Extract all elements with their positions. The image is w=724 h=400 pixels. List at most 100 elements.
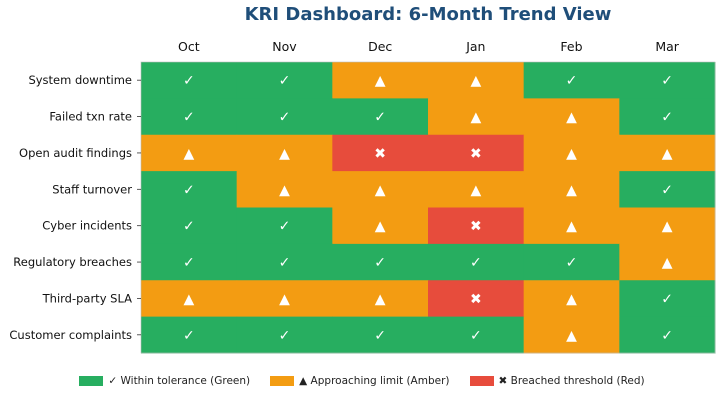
cell-status-mark: ✓ xyxy=(183,110,195,126)
month-label: Jan xyxy=(465,39,485,54)
heatmap-cell xyxy=(141,62,238,99)
cell-status-mark: ✓ xyxy=(661,73,673,89)
heatmap-cell xyxy=(141,316,238,354)
cell-status-mark: ✓ xyxy=(374,328,386,344)
cell-status-mark: ▲ xyxy=(375,73,386,89)
heatmap-cell xyxy=(141,98,238,136)
legend-label: ✖ Breached threshold (Red) xyxy=(498,375,645,387)
cell-status-mark: ✓ xyxy=(183,255,195,271)
heatmap-cell xyxy=(236,134,333,172)
cell-status-mark: ✖ xyxy=(374,146,386,162)
cell-status-mark: ▲ xyxy=(375,182,386,198)
heatmap-cell xyxy=(332,134,429,172)
heatmap-cell xyxy=(236,316,333,354)
heatmap-cell xyxy=(141,171,238,208)
cell-status-mark: ✓ xyxy=(566,73,578,89)
legend-item: ✓ Within tolerance (Green) xyxy=(79,375,250,387)
cell-status-mark: ▲ xyxy=(470,73,481,89)
cell-status-mark: ✓ xyxy=(183,73,195,89)
cell-status-mark: ✓ xyxy=(566,255,578,271)
heatmap-cell xyxy=(428,243,525,281)
legend-swatch xyxy=(469,376,494,386)
row-label: Customer complaints xyxy=(9,328,132,342)
heatmap-cell xyxy=(332,243,429,281)
legend-label: ▲ Approaching limit (Amber) xyxy=(299,375,450,387)
cell-status-mark: ▲ xyxy=(183,146,194,162)
heatmap-cell xyxy=(619,280,716,318)
row-label: Open audit findings xyxy=(19,146,132,160)
month-label: Feb xyxy=(560,39,582,54)
cell-status-mark: ▲ xyxy=(375,291,386,307)
cell-status-mark: ✓ xyxy=(470,328,482,344)
heatmap-cell xyxy=(619,171,716,208)
heatmap-cell xyxy=(141,207,238,245)
row-label: Third-party SLA xyxy=(42,291,132,305)
heatmap-cell xyxy=(332,62,429,99)
heatmap-cell xyxy=(332,171,429,208)
heatmap-cell xyxy=(523,316,620,354)
cell-status-mark: ▲ xyxy=(662,219,673,235)
row-label: Failed txn rate xyxy=(49,110,132,124)
cell-status-mark: ▲ xyxy=(279,146,290,162)
plot-frame xyxy=(140,61,716,354)
cell-status-mark: ▲ xyxy=(375,219,386,235)
row-label: Cyber incidents xyxy=(42,219,132,233)
cell-status-mark: ▲ xyxy=(566,182,577,198)
heatmap-cell xyxy=(428,134,525,172)
heatmap-cell xyxy=(236,62,333,99)
heatmap-cell xyxy=(523,98,620,136)
heatmap-cell xyxy=(428,62,525,99)
cell-status-mark: ✓ xyxy=(279,255,291,271)
cell-status-mark: ▲ xyxy=(566,146,577,162)
kri-heatmap: ✓ ✓ ▲ ▲ ✓ ✓ ✓ ✓ ✓ ▲ ▲ ✓ ▲ ▲ ✖ ✖ ▲ ▲ ✓ ▲ ▲ ▲ ▲ ✓ ✓ ✓ ▲ ✖ ▲ ▲ ✓ ✓ ✓ ✓ ✓ ▲ ▲ ▲ ▲ ✖… xyxy=(9,39,716,354)
heatmap-cell xyxy=(332,98,429,136)
heatmap-cell xyxy=(619,207,716,245)
cell-status-mark: ✓ xyxy=(279,110,291,126)
heatmap-cell xyxy=(523,243,620,281)
heatmap-cell xyxy=(619,62,716,99)
cell-status-mark: ▲ xyxy=(566,291,577,307)
heatmap-cell xyxy=(236,171,333,208)
month-label: Dec xyxy=(368,39,392,54)
cell-status-mark: ▲ xyxy=(566,219,577,235)
cell-status-mark: ✖ xyxy=(470,219,482,235)
heatmap-cell xyxy=(332,280,429,318)
heatmap-cell xyxy=(523,134,620,172)
cell-status-mark: ✖ xyxy=(470,291,482,307)
cell-status-mark: ✓ xyxy=(374,255,386,271)
heatmap-cell xyxy=(332,316,429,354)
cell-status-mark: ✓ xyxy=(661,110,673,126)
row-label: Staff turnover xyxy=(52,182,132,196)
cell-status-mark: ✓ xyxy=(279,219,291,235)
legend-swatch xyxy=(270,376,295,386)
month-label: Nov xyxy=(272,39,297,54)
heatmap-cell xyxy=(141,280,238,318)
heatmap-cell xyxy=(428,171,525,208)
row-label: Regulatory breaches xyxy=(13,255,132,269)
cell-status-mark: ▲ xyxy=(566,328,577,344)
heatmap-cell xyxy=(428,207,525,245)
cell-status-mark: ▲ xyxy=(662,146,673,162)
chart-title: KRI Dashboard: 6-Month Trend View xyxy=(244,4,612,25)
heatmap-cell xyxy=(619,98,716,136)
cell-status-mark: ✓ xyxy=(661,182,673,198)
cell-status-mark: ✓ xyxy=(470,255,482,271)
cell-status-mark: ✓ xyxy=(661,291,673,307)
cell-status-mark: ✖ xyxy=(470,146,482,162)
cell-status-mark: ▲ xyxy=(279,291,290,307)
cell-status-mark: ▲ xyxy=(566,110,577,126)
heatmap-cell xyxy=(523,171,620,208)
cell-status-mark: ✓ xyxy=(661,328,673,344)
heatmap-cell xyxy=(332,207,429,245)
cell-status-mark: ▲ xyxy=(183,291,194,307)
heatmap-cell xyxy=(619,243,716,281)
heatmap-cell xyxy=(141,243,238,281)
heatmap-cell xyxy=(523,280,620,318)
heatmap-cell xyxy=(619,134,716,172)
heatmap-cell xyxy=(523,62,620,99)
heatmap-cell xyxy=(236,98,333,136)
heatmap-cell xyxy=(619,316,716,354)
legend: ✓ Within tolerance (Green) ▲ Approaching … xyxy=(0,370,724,392)
legend-label: ✓ Within tolerance (Green) xyxy=(108,375,251,387)
heatmap-cell xyxy=(236,280,333,318)
